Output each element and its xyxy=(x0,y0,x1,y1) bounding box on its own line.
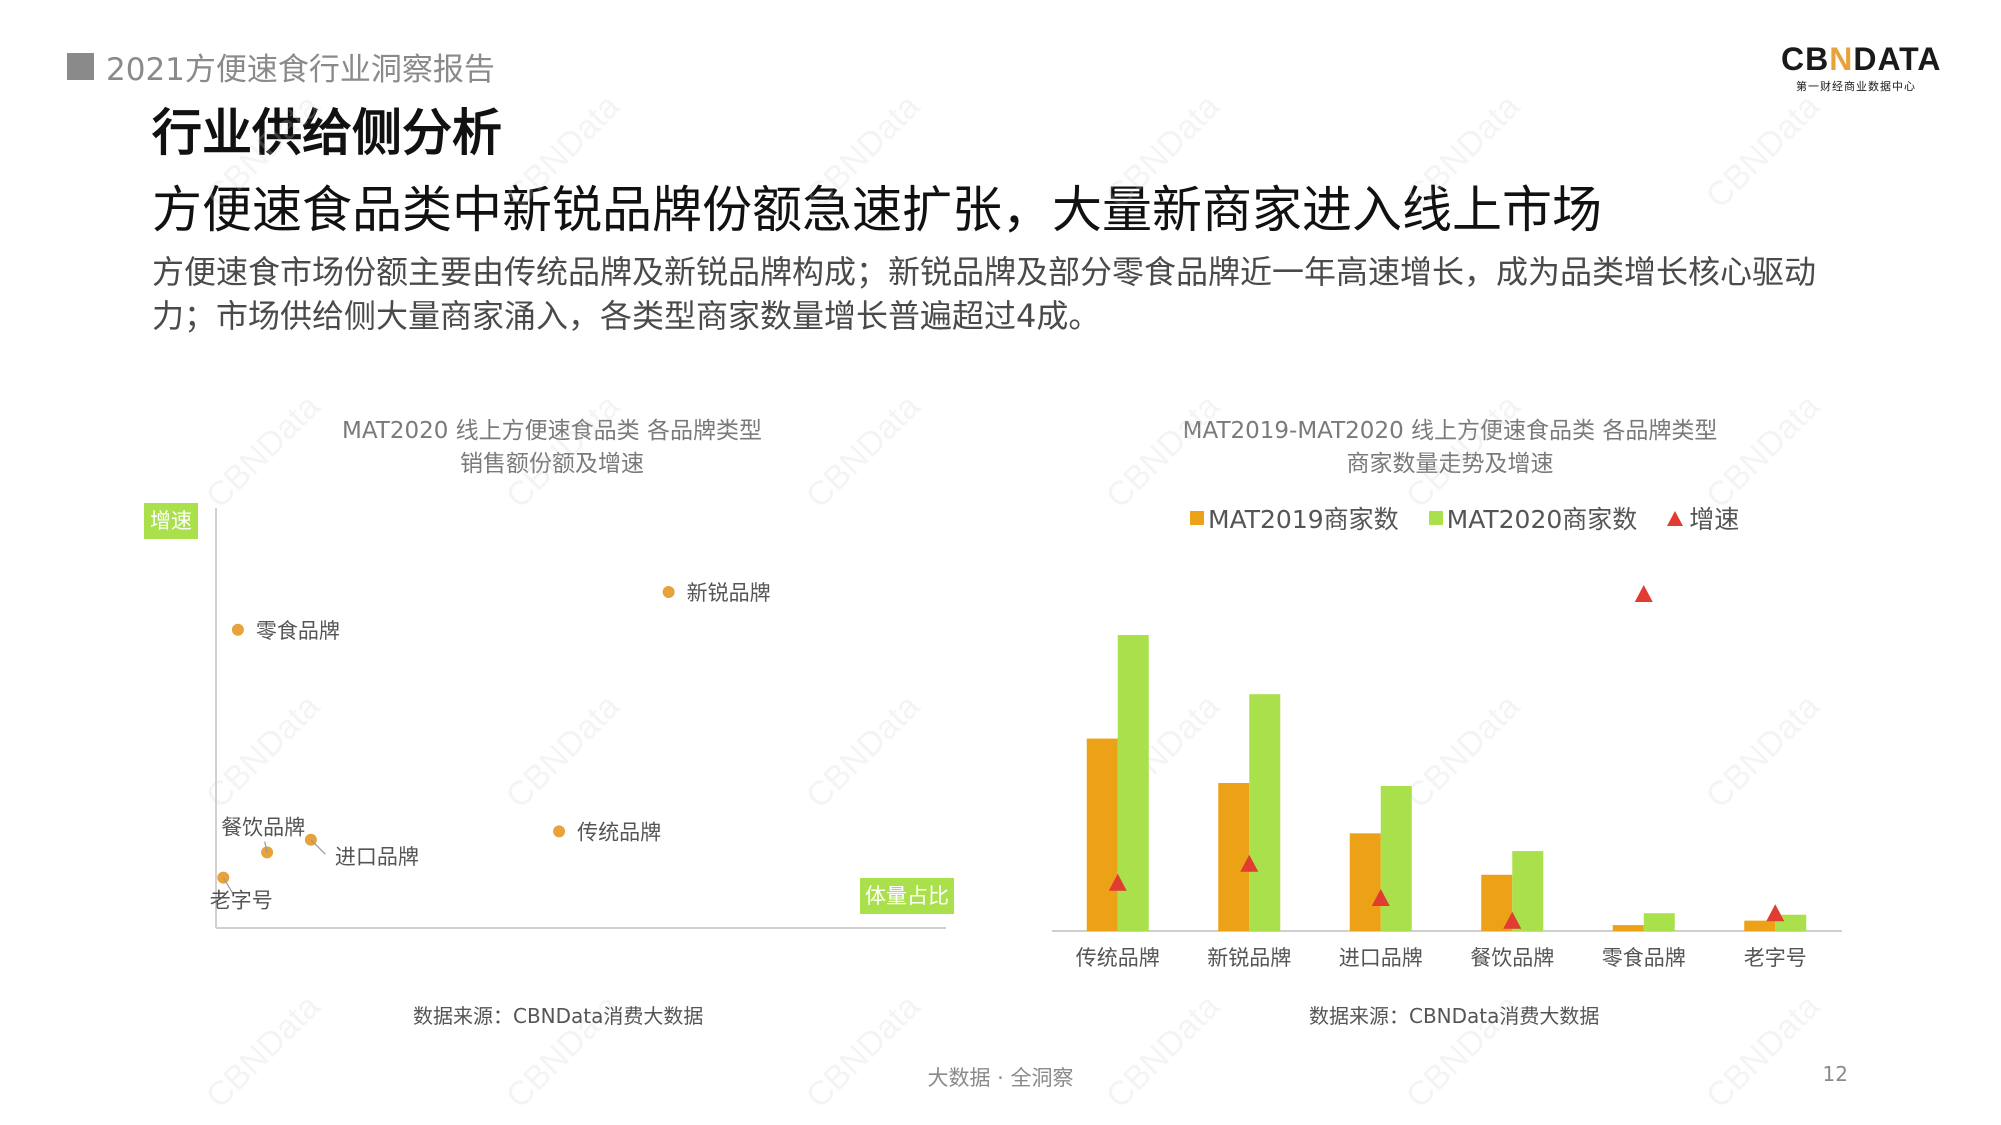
scatter-chart-title: MAT2020 线上方便速食品类 各品牌类型 销售额份额及增速 xyxy=(252,415,852,481)
watermark-text: CBNData xyxy=(1399,387,1527,515)
growth-marker xyxy=(1503,911,1522,929)
legend-triangle-icon xyxy=(1667,510,1684,526)
bar-mat2020 xyxy=(1117,635,1149,931)
bar-mat2020 xyxy=(1249,694,1281,931)
legend-item-mat2020: MAT2020商家数 xyxy=(1428,500,1637,536)
category-label: 零食品牌 xyxy=(1602,946,1686,970)
bar-mat2020 xyxy=(1380,785,1412,931)
bar-mat2020 xyxy=(1643,913,1675,931)
headline: 方便速食品类中新锐品牌份额急速扩张，大量新商家进入线上市场 xyxy=(152,181,1602,239)
scatter-source: 数据来源：CBNData消费大数据 xyxy=(413,1004,704,1028)
watermark-text: CBNData xyxy=(1699,687,1827,815)
watermark-text: CBNData xyxy=(799,987,927,1115)
scatter-point-label: 传统品牌 xyxy=(577,820,661,844)
logo-wordmark: CBNDATA xyxy=(1781,41,1942,77)
watermark-text: CBNData xyxy=(199,687,327,815)
summary-text: 方便速食市场份额主要由传统品牌及新锐品牌构成；新锐品牌及部分零食品牌近一年高速增… xyxy=(152,253,1817,335)
category-label: 老字号 xyxy=(1744,946,1807,970)
bar-title-line2: 商家数量走势及增速 xyxy=(1346,451,1554,477)
category-label: 进口品牌 xyxy=(1339,946,1423,970)
category-label: 新锐品牌 xyxy=(1207,946,1291,970)
watermark-text: CBNData xyxy=(1099,87,1227,215)
growth-marker xyxy=(1108,873,1127,891)
watermark-text: CBNData xyxy=(1699,987,1827,1115)
x-axis-label: 体量占比 xyxy=(865,884,949,908)
watermark-layer: CBNData CBNData CBNData CBNData CBNData CBNDa… xyxy=(199,87,1827,1115)
growth-markers xyxy=(1108,585,1785,929)
bar-mat2020 xyxy=(1512,851,1544,931)
legend-swatch-orange xyxy=(1190,511,1204,525)
watermark-text: CBNData xyxy=(799,87,927,215)
watermark-text: CBNData xyxy=(799,687,927,815)
category-labels: 传统品牌 新锐品牌 进口品牌 餐饮品牌 零食品牌 老字号 xyxy=(1076,946,1807,970)
y-axis-tag-bg xyxy=(144,503,198,539)
scatter-title-line1: MAT2020 线上方便速食品类 各品牌类型 xyxy=(342,418,762,444)
bar-chart-title: MAT2019-MAT2020 线上方便速食品类 各品牌类型 商家数量走势及增速 xyxy=(1110,415,1790,481)
scatter-leader-line xyxy=(310,839,326,855)
bar-chart-legend: MAT2019商家数 MAT2020商家数 增速 xyxy=(1190,500,1769,536)
category-label: 餐饮品牌 xyxy=(1470,946,1554,970)
scatter-point-label: 老字号 xyxy=(210,889,273,913)
growth-marker xyxy=(1634,585,1653,602)
growth-marker xyxy=(1766,904,1785,922)
watermark-text: CBNData xyxy=(499,387,627,515)
watermark-text: CBNData xyxy=(199,87,327,215)
watermark-text: CBNData xyxy=(1399,687,1527,815)
watermark-text: CBNData xyxy=(1699,387,1827,515)
scatter-point xyxy=(662,586,675,598)
bar-chart: 传统品牌 新锐品牌 进口品牌 餐饮品牌 零食品牌 老字号 xyxy=(1052,585,1842,970)
y-axis-label: 增速 xyxy=(150,509,192,533)
scatter-point-label: 零食品牌 xyxy=(256,619,340,643)
bar-mat2019 xyxy=(1612,925,1644,931)
bar-source: 数据来源：CBNData消费大数据 xyxy=(1309,1004,1600,1028)
category-label: 传统品牌 xyxy=(1076,946,1160,970)
growth-marker xyxy=(1240,854,1259,872)
report-tag: 2021方便速食行业洞察报告 xyxy=(67,44,495,89)
scatter-title-line2: 销售额份额及增速 xyxy=(460,451,644,477)
watermark-text: CBNData xyxy=(499,87,627,215)
scatter-point xyxy=(231,623,244,636)
page-number: 12 xyxy=(1822,1062,1848,1086)
watermark-text: CBNData xyxy=(1099,387,1227,515)
scatter-point-label: 餐饮品牌 xyxy=(221,815,305,839)
x-axis-tag-bg xyxy=(860,878,954,914)
legend-swatch-green xyxy=(1428,511,1443,525)
bar-mat2019 xyxy=(1086,738,1118,931)
footer-tagline: 大数据 · 全洞察 xyxy=(927,1066,1074,1090)
watermark-text: CBNData xyxy=(1099,987,1227,1115)
watermark-text: CBNData xyxy=(499,687,627,815)
scatter-leader-line xyxy=(222,877,235,896)
watermark-text: CBNData xyxy=(1399,87,1527,215)
bar-mat2019 xyxy=(1744,920,1776,931)
scatter-point xyxy=(553,825,566,838)
legend-item-growth: 增速 xyxy=(1667,500,1739,536)
growth-marker xyxy=(1371,889,1390,906)
watermark-text: CBNData xyxy=(199,987,327,1115)
bar-mat2019 xyxy=(1218,783,1250,931)
bar-title-line1: MAT2019-MAT2020 线上方便速食品类 各品牌类型 xyxy=(1182,418,1718,444)
watermark-text: CBNData xyxy=(199,387,327,515)
cbndata-logo: CBNDATA 第一财经商业数据中心 xyxy=(1781,41,1942,94)
watermark-text: CBNData xyxy=(1699,87,1827,215)
legend-item-mat2019: MAT2019商家数 xyxy=(1190,500,1399,536)
report-square-icon xyxy=(67,53,94,80)
scatter-point-label: 进口品牌 xyxy=(335,845,419,869)
report-label: 2021方便速食行业洞察报告 xyxy=(106,52,495,88)
scatter-leader-line xyxy=(264,841,268,853)
bar-mat2020 xyxy=(1775,914,1807,931)
section-title: 行业供给侧分析 xyxy=(152,104,502,162)
bar-mat2019 xyxy=(1349,833,1381,931)
logo-subtitle: 第一财经商业数据中心 xyxy=(1796,80,1916,93)
watermark-text: CBNData xyxy=(799,387,927,515)
scatter-point-label: 新锐品牌 xyxy=(687,581,771,605)
